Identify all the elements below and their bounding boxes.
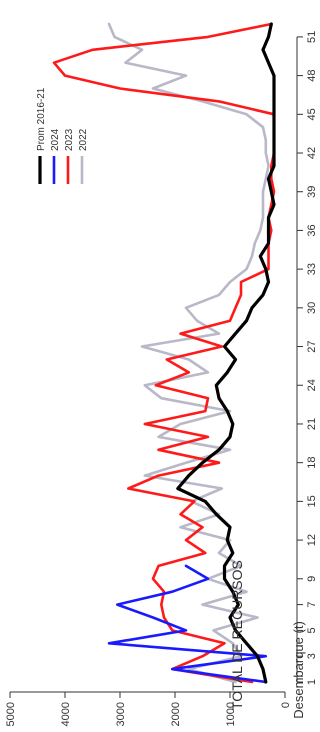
x-tick-label: 42 xyxy=(306,147,318,159)
x-tick-label: 3 xyxy=(306,653,318,659)
chart-title: TOTAL DE RECURSOS xyxy=(229,560,245,710)
x-tick-label: 24 xyxy=(306,379,318,391)
x-tick-label: 30 xyxy=(306,302,318,314)
y-tick-label: 5000 xyxy=(5,702,17,726)
y-axis-label: Desembarque (t) xyxy=(291,621,306,719)
x-tick-label: 27 xyxy=(306,340,318,352)
legend-label: 2022 xyxy=(78,128,89,151)
x-tick-label: 1 xyxy=(306,679,318,685)
x-tick-label: 33 xyxy=(306,263,318,275)
y-tick-label: 0 xyxy=(280,702,292,708)
series-line-prom-2016-21 xyxy=(176,22,276,684)
x-tick-label: 48 xyxy=(306,69,318,81)
series-layer xyxy=(52,22,276,684)
x-tick-label: 12 xyxy=(306,534,318,546)
y-tick-label: 2000 xyxy=(170,702,182,726)
axes-layer: 0 1000 2000 3000 4000 5000 1 3 5 7 9 12 15 18 21 24 27 30… xyxy=(5,31,318,727)
x-tick-label: 45 xyxy=(306,108,318,120)
y-tick-label: 1000 xyxy=(225,702,237,726)
legend-label: 2024 xyxy=(50,128,61,151)
x-tick-label: 5 xyxy=(306,627,318,633)
x-tick-label: 21 xyxy=(306,418,318,430)
series-line-2024 xyxy=(107,564,268,684)
x-tick-label: 18 xyxy=(306,457,318,469)
legend: Prom 2016-21 2024 2023 2022 xyxy=(36,87,89,184)
x-tick-label: 9 xyxy=(306,576,318,582)
x-tick-label: 36 xyxy=(306,224,318,236)
x-tick-label: 51 xyxy=(306,31,318,43)
legend-label: 2023 xyxy=(64,128,75,151)
x-tick-label: 7 xyxy=(306,602,318,608)
y-tick-label: 4000 xyxy=(60,702,72,726)
legend-label: Prom 2016-21 xyxy=(36,87,47,151)
x-tick-label: 39 xyxy=(306,186,318,198)
x-tick-label: 15 xyxy=(306,495,318,507)
y-tick-label: 3000 xyxy=(115,702,127,726)
